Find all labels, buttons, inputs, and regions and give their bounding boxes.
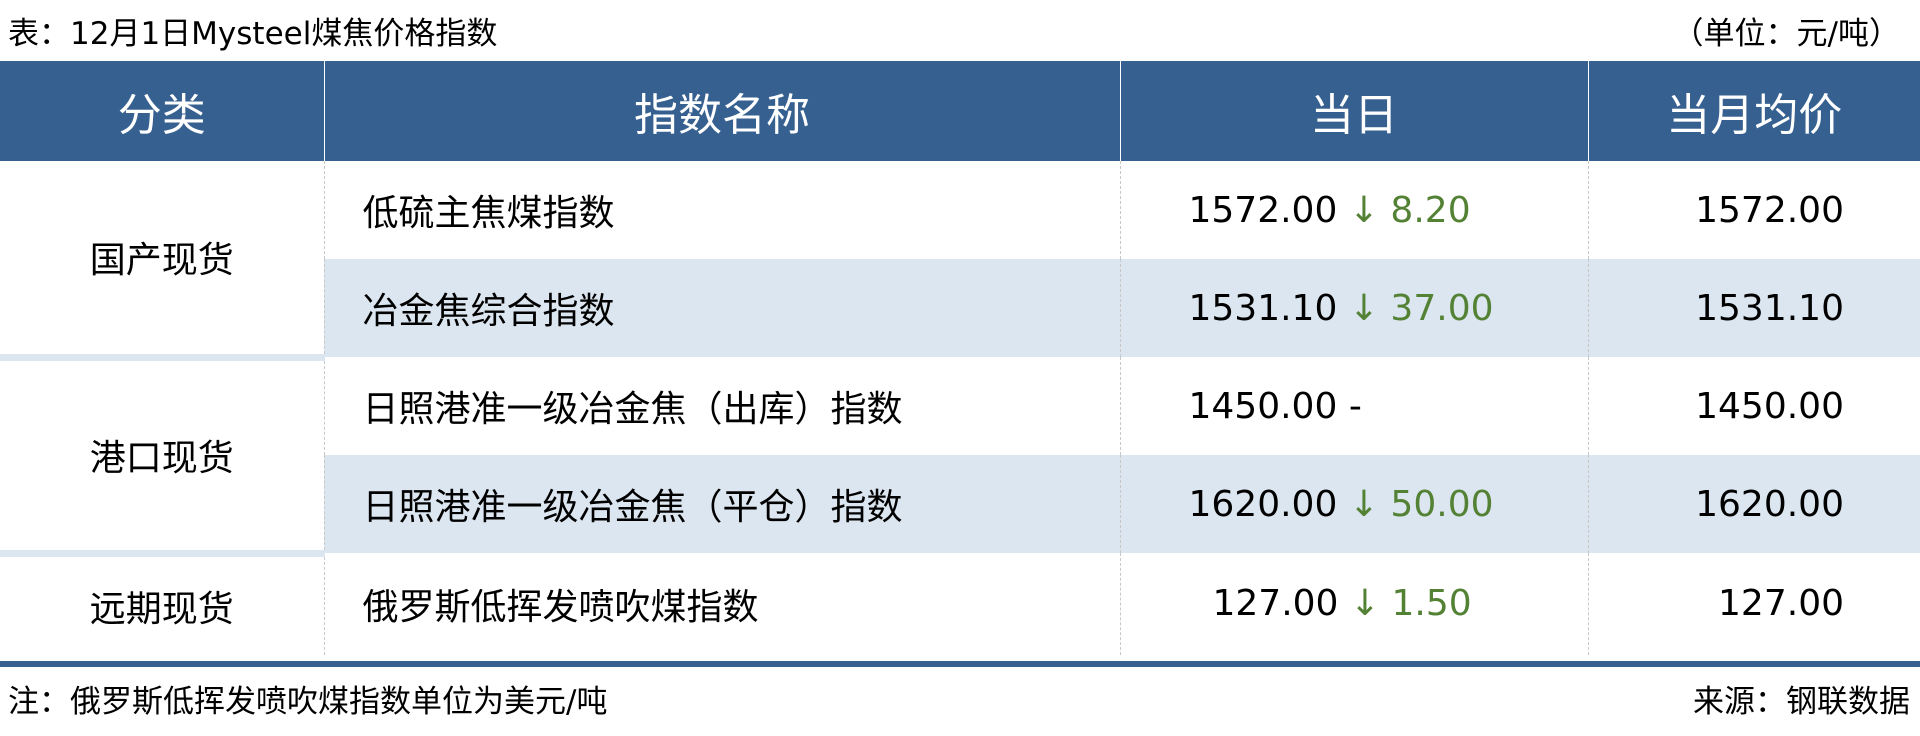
header-category: 分类 (0, 61, 324, 161)
change-value: ↓ 50.00 (1348, 483, 1494, 525)
table-row: 国产现货 低硫主焦煤指数 1572.00 ↓ 8.20 1572.00 (0, 161, 1920, 357)
day-price: 127.00 (1212, 583, 1339, 625)
index-name: 冶金焦综合指数 (323, 259, 1120, 357)
change-value: ↓ 1.50 (1349, 583, 1472, 625)
table-title: 表：12月1日Mysteel煤焦价格指数 (8, 16, 498, 52)
day-value: 1620.00 ↓ 50.00 (1119, 455, 1588, 553)
footer-divider (0, 661, 1920, 667)
header-month-avg: 当月均价 (1587, 61, 1920, 161)
month-avg: 127.00 (1587, 553, 1920, 655)
change-value: ↓ 37.00 (1348, 287, 1494, 329)
source-label: 来源：钢联数据 (1693, 684, 1910, 720)
index-name: 低硫主焦煤指数 (323, 161, 1120, 259)
day-price: 1531.10 (1188, 287, 1338, 329)
index-name: 俄罗斯低挥发喷吹煤指数 (323, 553, 1120, 655)
day-price: 1450.00 (1188, 385, 1338, 427)
month-avg: 1572.00 (1587, 161, 1920, 259)
table-row: 远期现货 俄罗斯低挥发喷吹煤指数 127.00 ↓ 1.50 127.00 (0, 549, 1920, 655)
category-cell: 港口现货 (0, 353, 324, 553)
header-index-name: 指数名称 (323, 61, 1120, 161)
unit-label: （单位：元/吨） (1672, 16, 1900, 52)
change-value: ↓ 8.20 (1348, 189, 1471, 231)
day-value: 1531.10 ↓ 37.00 (1119, 259, 1588, 357)
month-avg: 1620.00 (1587, 455, 1920, 553)
day-value: 1572.00 ↓ 8.20 (1119, 161, 1588, 259)
index-name: 日照港准一级冶金焦（平仓）指数 (323, 455, 1120, 553)
day-price: 1572.00 (1188, 189, 1338, 231)
month-avg: 1450.00 (1587, 357, 1920, 455)
header-day: 当日 (1119, 61, 1588, 161)
change-value: - (1348, 385, 1362, 427)
table-row: 冶金焦综合指数 1531.10 ↓ 37.00 1531.10 (0, 259, 1920, 357)
index-name: 日照港准一级冶金焦（出库）指数 (323, 357, 1120, 455)
day-value: 1450.00 - (1119, 357, 1588, 455)
day-price: 1620.00 (1188, 483, 1338, 525)
day-value: 127.00 ↓ 1.50 (1119, 553, 1588, 655)
category-cell: 国产现货 (0, 161, 324, 357)
header-row: 分类 指数名称 当日 当月均价 (0, 61, 1920, 161)
price-index-table: 分类 指数名称 当日 当月均价 国产现货 低硫主焦煤指数 1572.00 ↓ 8… (0, 61, 1920, 655)
table-row: 港口现货 日照港准一级冶金焦（出库）指数 1450.00 - 1450.00 (0, 353, 1920, 553)
footnote: 注：俄罗斯低挥发喷吹煤指数单位为美元/吨 (8, 684, 608, 720)
table-row: 日照港准一级冶金焦（平仓）指数 1620.00 ↓ 50.00 1620.00 (0, 455, 1920, 553)
month-avg: 1531.10 (1587, 259, 1920, 357)
category-cell: 远期现货 (0, 549, 324, 655)
